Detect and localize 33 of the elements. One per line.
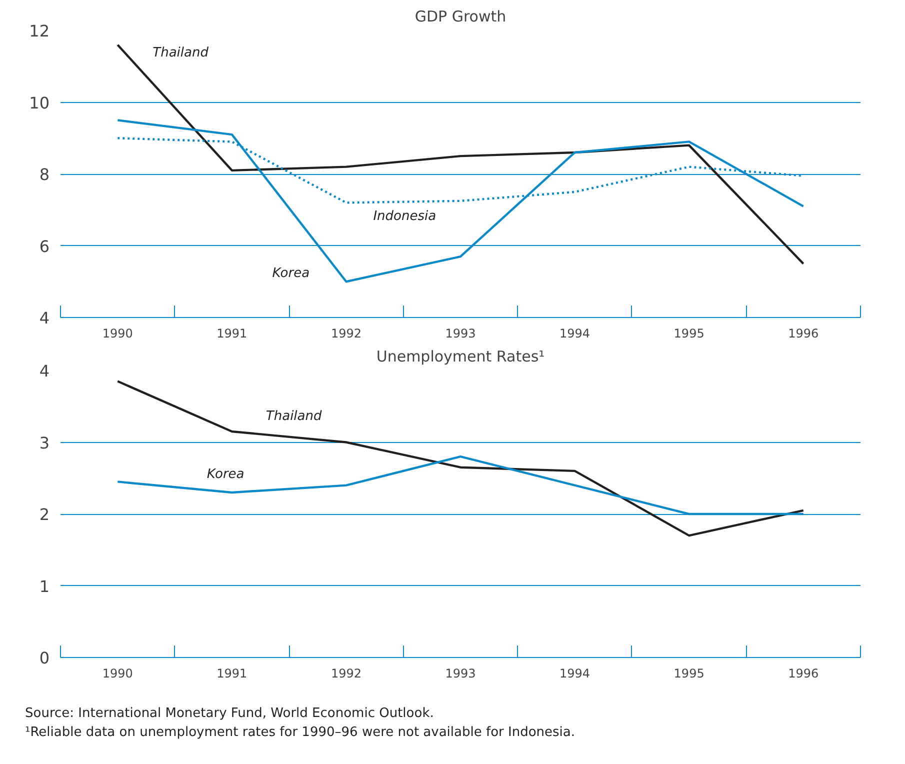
x-tick-label: 1994 xyxy=(560,666,590,680)
x-tick-label: 1990 xyxy=(102,666,133,680)
x-tick-label: 1991 xyxy=(216,326,248,340)
series-label: Korea xyxy=(272,266,310,282)
series-label: Thailand xyxy=(266,408,323,424)
series-label: Thailand xyxy=(152,45,210,60)
x-tick-label: 1993 xyxy=(445,666,476,680)
y-tick-label: 2 xyxy=(39,505,50,524)
text: ¹Reliable data on unemployment rates for 1990–96 were not available for Indonesia. xyxy=(25,724,575,740)
series-label: Korea xyxy=(206,466,244,482)
y-tick-label: 3 xyxy=(39,433,50,452)
x-tick-label: 1990 xyxy=(102,326,133,340)
x-tick-label: 1995 xyxy=(674,326,704,340)
y-tick-label: 6 xyxy=(39,236,50,256)
x-tick-label: 1993 xyxy=(445,326,476,340)
series-label: Indonesia xyxy=(373,209,436,224)
y-tick-label: 0 xyxy=(39,648,50,668)
x-tick-label: 1995 xyxy=(674,666,704,680)
chart-title: GDP Growth xyxy=(414,8,506,26)
y-tick-label: 10 xyxy=(29,93,50,112)
y-tick-label: 1 xyxy=(39,576,50,596)
y-tick-label: 8 xyxy=(39,165,50,184)
x-tick-label: 1994 xyxy=(560,326,590,340)
y-tick-label: 4 xyxy=(39,362,50,380)
x-tick-label: 1996 xyxy=(788,326,819,340)
x-tick-label: 1996 xyxy=(788,666,819,680)
x-tick-label: 1992 xyxy=(330,326,362,340)
y-tick-label: 12 xyxy=(29,22,50,40)
chart-title: Unemployment Rates¹ xyxy=(376,348,545,366)
x-tick-label: 1992 xyxy=(330,666,362,680)
source-note: Source: International Monetary Fund, World Economic Outlook. xyxy=(25,706,434,721)
y-tick-label: 4 xyxy=(39,308,50,328)
x-tick-label: 1991 xyxy=(216,666,248,680)
